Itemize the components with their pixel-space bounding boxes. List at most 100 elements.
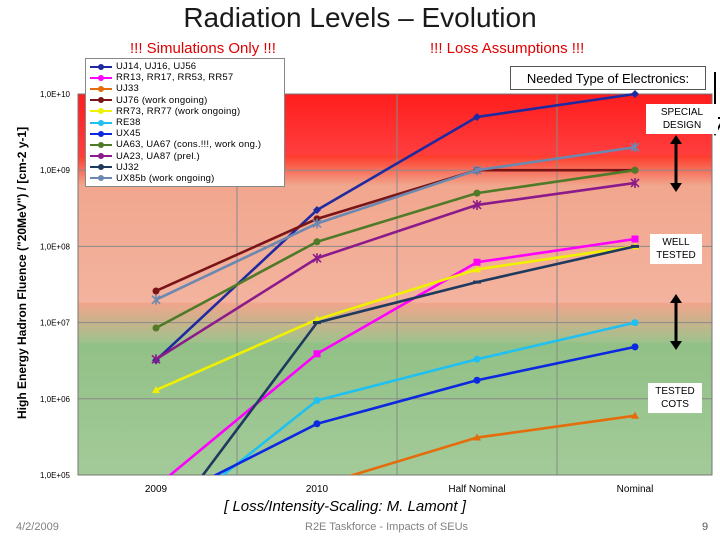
legend-item: UJ33 (90, 83, 280, 94)
data-point (473, 189, 481, 197)
data-point (313, 206, 321, 215)
legend-swatch (90, 108, 112, 115)
y-tick-label: 1,0E+06 (40, 395, 71, 404)
data-point (473, 355, 481, 363)
y-axis-label: High Energy Hadron Fluence ("20MeV") / [… (15, 126, 29, 419)
data-point (313, 238, 321, 246)
data-point (630, 177, 640, 188)
page-number: 9 (702, 521, 709, 533)
data-point (152, 386, 160, 394)
data-point (631, 90, 639, 98)
data-point (631, 166, 639, 174)
x-tick-label: 2009 (145, 484, 168, 495)
data-point (630, 142, 640, 153)
data-point (151, 294, 161, 305)
legend-swatch (90, 141, 112, 148)
series-line (155, 245, 636, 392)
special-design-label: SPECIAL DESIGN (646, 104, 718, 134)
legend-swatch (90, 130, 112, 137)
legend-item: UJ76 (work ongoing) (90, 95, 280, 106)
data-point (151, 354, 161, 365)
special-range-arrow-head-down (670, 183, 682, 192)
legend-label: RE38 (116, 117, 141, 129)
data-point (313, 315, 321, 323)
x-tick-label: Half Nominal (448, 484, 505, 495)
data-point (473, 265, 481, 273)
data-point (631, 343, 639, 351)
x-tick-label: 2010 (306, 484, 329, 495)
data-point (473, 433, 481, 441)
tested-cots-label: TESTED COTS (648, 383, 702, 413)
legend-swatch (90, 175, 112, 182)
legend-item: UA63, UA67 (cons.!!!, work ong.) (90, 139, 280, 150)
legend-label: UJ14, UJ16, UJ56 (116, 61, 197, 73)
data-point (473, 112, 481, 121)
series-line (212, 345, 636, 475)
y-tick-label: 1,0E+07 (40, 319, 71, 328)
series-line (348, 414, 636, 475)
data-point (313, 350, 321, 358)
data-point (312, 218, 322, 229)
data-point (313, 420, 321, 428)
legend-label: UA63, UA67 (cons.!!!, work ong.) (116, 139, 262, 151)
cots-range-arrow-head-up (670, 294, 682, 303)
legend-swatch (90, 85, 112, 92)
legend-swatch (90, 119, 112, 126)
legend-label: UX45 (116, 128, 141, 140)
legend-swatch (90, 164, 112, 171)
y-tick-label: 1,0E+09 (40, 166, 71, 175)
series-line (168, 237, 636, 475)
data-point (631, 235, 639, 243)
data-point (631, 319, 639, 327)
data-point (473, 376, 481, 384)
cots-range-arrow-head-down (670, 341, 682, 350)
data-point (312, 253, 322, 264)
legend-label: RR73, RR77 (work ongoing) (116, 105, 241, 117)
series-group (151, 90, 640, 475)
legend-item: UX85b (work ongoing) (90, 173, 280, 184)
legend-label: UJ32 (116, 161, 139, 173)
slide-title: Radiation Levels – Evolution (183, 2, 537, 33)
x-tick-label: Nominal (617, 484, 654, 495)
special-range-arrow-head-up (670, 135, 682, 144)
needed-electronics-label: Needed Type of Electronics: (510, 66, 706, 90)
legend-swatch (90, 74, 112, 81)
data-point (152, 324, 160, 332)
slide-date: 4/2/2009 (16, 521, 59, 533)
series-line (155, 168, 636, 330)
well-tested-label: WELL TESTED (650, 234, 702, 264)
data-point (473, 258, 481, 266)
legend-item: UA23, UA87 (prel.) (90, 151, 280, 162)
data-point (152, 287, 160, 295)
plot-frame (77, 93, 713, 476)
data-point (631, 411, 639, 419)
simulations-only-note: !!! Simulations Only !!! (130, 40, 276, 57)
data-point (631, 244, 639, 248)
chart-legend: UJ14, UJ16, UJ56 RR13, RR17, RR53, RR57 UJ… (85, 58, 285, 188)
legend-label: UJ76 (work ongoing) (116, 94, 208, 106)
series-line (155, 181, 636, 361)
legend-label: UA23, UA87 (prel.) (116, 150, 200, 162)
data-point (473, 280, 481, 284)
legend-label: RR13, RR17, RR53, RR57 (116, 72, 234, 84)
legend-swatch (90, 153, 112, 160)
series-line (155, 145, 636, 301)
legend-label: UJ33 (116, 83, 139, 95)
legend-swatch (90, 63, 112, 70)
legend-item: UX45 (90, 128, 280, 139)
footer-taskforce: R2E Taskforce - Impacts of SEUs (305, 521, 469, 533)
y-tick-label: 1,0E+05 (40, 471, 71, 480)
series-line (155, 168, 635, 293)
legend-item: RR13, RR17, RR53, RR57 (90, 72, 280, 83)
data-point (313, 396, 321, 404)
scaling-footnote: [ Loss/Intensity-Scaling: M. Lamont ] (224, 498, 466, 515)
loss-assumptions-note: !!! Loss Assumptions !!! (430, 40, 585, 57)
data-point (472, 165, 482, 176)
data-point (472, 199, 482, 210)
legend-item: UJ14, UJ16, UJ56 (90, 61, 280, 72)
y-tick-label: 1,0E+10 (40, 90, 71, 99)
legend-item: RE38 (90, 117, 280, 128)
legend-label: UX85b (work ongoing) (116, 172, 215, 184)
legend-swatch (90, 97, 112, 104)
